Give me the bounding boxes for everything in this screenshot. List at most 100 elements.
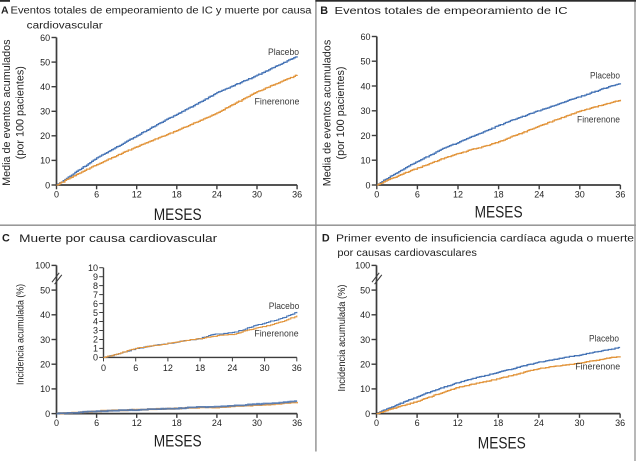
svg-text:4: 4 [93, 317, 98, 327]
svg-text:MESES: MESES [154, 206, 202, 224]
svg-text:60: 60 [40, 33, 50, 43]
svg-text:30: 30 [252, 418, 262, 428]
svg-text:30: 30 [252, 190, 262, 200]
svg-text:18: 18 [195, 363, 205, 373]
svg-text:cardiovascular: cardiovascular [27, 21, 104, 32]
svg-text:Finerenone: Finerenone [577, 115, 620, 125]
svg-text:0: 0 [101, 363, 106, 373]
svg-text:8: 8 [93, 281, 98, 291]
svg-text:(por 100 pacientes): (por 100 pacientes) [335, 66, 347, 159]
svg-text:30: 30 [574, 418, 584, 428]
svg-text:36: 36 [292, 363, 302, 373]
svg-text:Eventos totales de empeoramien: Eventos totales de empeoramiento de IC [335, 6, 569, 17]
svg-text:30: 30 [360, 106, 370, 116]
svg-text:7: 7 [93, 290, 98, 300]
svg-text:10: 10 [40, 156, 50, 166]
svg-text:3: 3 [93, 326, 98, 336]
svg-text:40: 40 [40, 82, 50, 92]
svg-text:Placebo: Placebo [269, 301, 300, 311]
svg-text:12: 12 [163, 363, 173, 373]
svg-text:Primer evento de insuficiencia: Primer evento de insuficiencia cardíaca … [336, 233, 634, 244]
svg-text:24: 24 [212, 418, 222, 428]
svg-text:30: 30 [360, 335, 370, 345]
svg-text:60: 60 [360, 32, 370, 42]
svg-text:MESES: MESES [478, 435, 526, 453]
svg-text:2: 2 [93, 335, 98, 345]
svg-text:Placebo: Placebo [268, 47, 299, 57]
svg-text:C: C [2, 233, 10, 245]
svg-text:6: 6 [94, 190, 99, 200]
svg-text:6: 6 [133, 363, 138, 373]
svg-text:24: 24 [534, 190, 544, 200]
svg-text:40: 40 [360, 310, 370, 320]
svg-text:10: 10 [360, 384, 370, 394]
svg-text:0: 0 [93, 353, 98, 363]
svg-text:Muerte por causa cardiovascula: Muerte por causa cardiovascular [19, 233, 217, 245]
svg-text:18: 18 [172, 418, 182, 428]
svg-text:Finerenone: Finerenone [255, 97, 300, 107]
svg-text:0: 0 [365, 409, 370, 419]
svg-text:24: 24 [212, 190, 222, 200]
svg-text:Media de eventos acumulados: Media de eventos acumulados [1, 39, 13, 186]
svg-text:50: 50 [360, 57, 370, 67]
svg-text:36: 36 [292, 190, 302, 200]
svg-text:0: 0 [54, 418, 59, 428]
svg-text:30: 30 [40, 335, 50, 345]
svg-text:24: 24 [227, 363, 237, 373]
svg-text:Placebo: Placebo [589, 334, 619, 344]
svg-text:0: 0 [374, 418, 379, 428]
svg-text:12: 12 [132, 418, 142, 428]
svg-text:0: 0 [54, 190, 59, 200]
svg-text:0: 0 [365, 180, 370, 190]
svg-text:D: D [322, 232, 330, 244]
svg-text:100: 100 [35, 261, 50, 271]
svg-text:100: 100 [355, 261, 370, 271]
svg-text:12: 12 [453, 190, 463, 200]
svg-text:0: 0 [374, 190, 379, 200]
svg-text:9: 9 [93, 272, 98, 282]
svg-text:Incidencia acumulada (%): Incidencia acumulada (%) [16, 284, 27, 385]
svg-text:MESES: MESES [154, 433, 202, 451]
svg-text:(por 100 pacientes): (por 100 pacientes) [15, 66, 27, 159]
svg-text:10: 10 [88, 263, 98, 273]
svg-text:5: 5 [93, 308, 98, 318]
svg-text:Finerenone: Finerenone [254, 329, 298, 339]
svg-text:MESES: MESES [475, 204, 523, 222]
svg-text:18: 18 [172, 190, 182, 200]
svg-text:36: 36 [292, 418, 302, 428]
svg-text:12: 12 [453, 418, 463, 428]
svg-text:18: 18 [494, 190, 504, 200]
svg-text:por causas cardiovasculares: por causas cardiovasculares [337, 248, 477, 259]
svg-text:A: A [1, 5, 9, 17]
svg-text:20: 20 [40, 360, 50, 370]
svg-text:20: 20 [360, 360, 370, 370]
svg-text:36: 36 [615, 418, 625, 428]
svg-text:0: 0 [45, 180, 50, 190]
svg-text:Incidencia acumulada (%): Incidencia acumulada (%) [337, 285, 348, 392]
svg-text:1: 1 [93, 344, 98, 354]
svg-text:50: 50 [40, 57, 50, 67]
svg-text:40: 40 [360, 81, 370, 91]
svg-text:B: B [320, 5, 328, 17]
svg-text:36: 36 [615, 190, 625, 200]
svg-text:12: 12 [132, 190, 142, 200]
svg-text:30: 30 [575, 190, 585, 200]
svg-text:20: 20 [40, 131, 50, 141]
svg-text:30: 30 [40, 107, 50, 117]
svg-text:Finerenone: Finerenone [575, 362, 620, 372]
svg-text:18: 18 [493, 418, 503, 428]
svg-text:6: 6 [415, 190, 420, 200]
svg-text:Eventos totales de empeoramien: Eventos totales de empeoramiento de IC y… [11, 6, 312, 17]
svg-text:10: 10 [360, 156, 370, 166]
svg-text:20: 20 [360, 131, 370, 141]
svg-text:0: 0 [45, 409, 50, 419]
svg-text:Media de eventos acumulados: Media de eventos acumulados [322, 39, 334, 186]
svg-text:10: 10 [40, 384, 50, 394]
svg-text:6: 6 [415, 418, 420, 428]
svg-text:50: 50 [360, 285, 370, 295]
svg-text:50: 50 [40, 285, 50, 295]
svg-text:Placebo: Placebo [590, 71, 620, 81]
svg-text:40: 40 [40, 310, 50, 320]
svg-text:30: 30 [260, 363, 270, 373]
svg-text:6: 6 [93, 299, 98, 309]
